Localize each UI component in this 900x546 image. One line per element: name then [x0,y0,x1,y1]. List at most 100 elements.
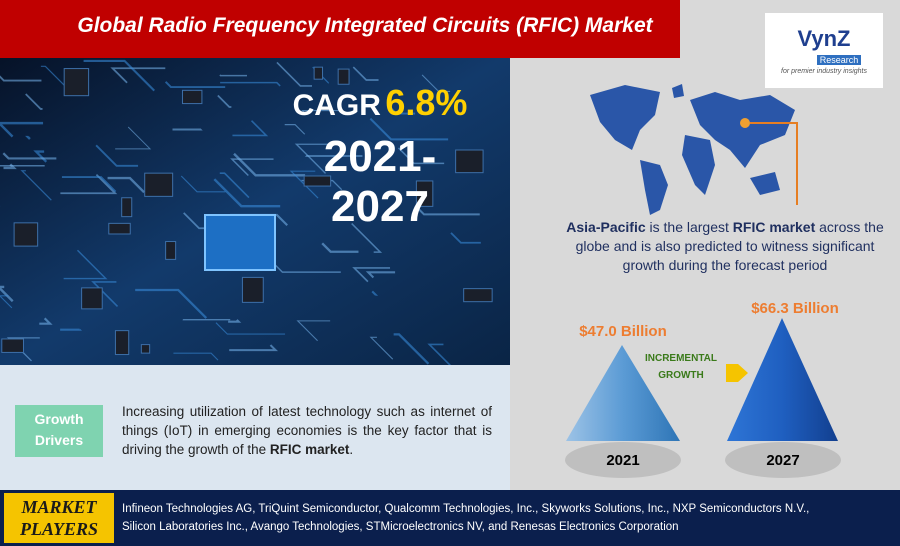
text: . [349,442,354,457]
value-2027: $66.3 Billion [751,300,839,317]
circuit-trace [352,66,379,81]
growth-arrow [726,364,748,382]
circuit-trace [296,320,331,342]
circuit-trace [397,147,445,165]
component [241,276,264,303]
circuit-trace [365,271,396,279]
year-2027: 2027 [766,452,800,469]
circuit-trace [371,290,379,296]
circuit-trace [180,175,226,193]
circuit-trace [232,120,269,137]
world-map [590,84,795,215]
component [1,338,24,353]
players-label-line: PLAYERS [19,519,99,539]
circuit-trace [421,74,451,92]
logo-tagline: for premier industry insights [781,68,867,75]
circuit-trace [416,206,480,216]
players-bar [0,490,900,546]
year-2021: 2021 [606,452,640,469]
component [144,172,174,197]
circuit-image [0,55,510,367]
component [63,68,90,97]
drivers-text: Increasing utilization of latest technol… [122,402,492,459]
circuit-trace [0,295,13,309]
cagr-label: CAGR [292,89,381,122]
component [463,288,493,303]
players-label: MARKET PLAYERS [4,496,114,540]
circuit-trace [217,94,232,108]
circuit-trace [110,67,166,84]
component [415,180,434,207]
component [140,344,151,354]
logo-sub: Research [816,55,862,65]
region-name: Asia-Pacific [566,219,646,235]
triangle-2021 [566,345,680,441]
circuit-trace [284,124,306,135]
circuit-trace [301,110,339,113]
region-text: Asia-Pacific is the largest RFIC market … [555,218,895,275]
circuit-trace [0,165,45,167]
players-label-line: MARKET [21,497,97,517]
circuit-trace [25,135,31,140]
circuit-trace [390,107,416,115]
component [181,89,203,105]
circuit-trace [0,75,42,82]
component [455,149,484,174]
value-2021: $47.0 Billion [579,323,667,340]
players-label-box [4,493,114,543]
circuit-trace [20,170,52,201]
text: across the globe and is also predicted t… [575,219,884,273]
circuit-trace [393,333,430,365]
circuit-trace [427,343,457,372]
component [165,241,177,260]
logo-box [765,13,883,88]
circuit-trace [40,65,66,87]
circuit-trace [219,74,248,77]
players-list: Infineon Technologies AG, TriQuint Semic… [122,500,897,536]
circuit-trace [2,152,57,160]
component [121,197,133,218]
circuit-trace [369,336,394,360]
circuit-trace [352,267,391,283]
triangle-2027 [727,318,838,441]
component [81,287,103,310]
circuit-trace [0,285,14,303]
title-banner [0,0,680,58]
circuit-trace [135,288,208,319]
cagr-value: 6.8% [385,82,468,123]
component [337,68,350,85]
component [303,175,332,187]
circuit-trace [164,81,226,89]
circuit-trace [220,81,281,87]
circuit-trace [39,317,53,325]
circuit-trace [25,93,43,110]
text: is the largest [645,219,733,235]
circuit-trace [63,249,108,280]
circuit-trace [289,170,319,199]
circuit-trace [219,172,250,199]
players-line: Silicon Laboratories Inc., Avango Techno… [122,521,679,533]
circuit-trace [351,222,383,253]
circuit-trace [95,144,139,167]
component [13,222,39,247]
circuit-trace [294,143,336,174]
circuit-trace [107,176,145,194]
logo: VynZ Research for premier industry insig… [765,28,883,76]
location-pin [740,118,750,128]
drivers-label: Growth Drivers [15,405,103,457]
base-shadow [725,442,841,478]
growth-label-line: INCREMENTAL [644,353,718,364]
circuit-trace [229,344,279,352]
growth-label-line: GROWTH [658,370,704,381]
circuit-trace [60,173,118,195]
circuit-trace [83,59,156,92]
players-line: Infineon Technologies AG, TriQuint Semic… [122,503,810,515]
cagr: CAGR 6.8% 2021-2027 [285,82,475,232]
growth-label: INCREMENTAL GROWTH [636,350,726,384]
circuit-trace [0,121,44,138]
pointer-line [750,122,798,205]
component [313,66,324,80]
circuit-trace [230,158,274,177]
component [108,222,131,235]
